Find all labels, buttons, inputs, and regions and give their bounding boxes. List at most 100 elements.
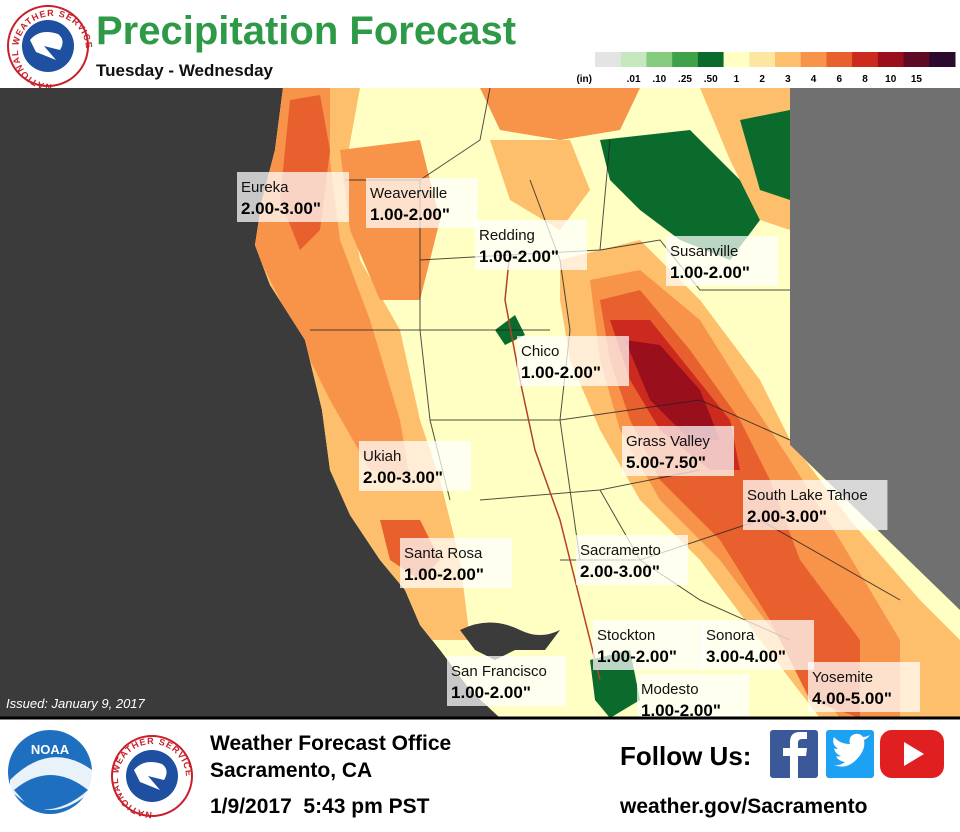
- city-name: Susanville: [670, 243, 738, 260]
- city-amount: 2.00-3.00": [580, 562, 660, 581]
- office-name: Weather Forecast Office: [210, 732, 451, 755]
- city-labels: Eureka2.00-3.00"Weaverville1.00-2.00"Red…: [237, 172, 920, 724]
- city-box: [666, 236, 778, 286]
- legend-swatch: [723, 52, 750, 67]
- legend-label: 2: [759, 74, 765, 85]
- follow-us: Follow Us:: [620, 741, 751, 771]
- legend-swatch: [852, 52, 879, 67]
- city-label: Chico 1.00-2.00": [517, 336, 629, 386]
- issued-date: Issued: January 9, 2017: [6, 696, 146, 711]
- city-amount: 1.00-2.00": [521, 363, 601, 382]
- city-amount: 1.00-2.00": [479, 247, 559, 266]
- city-name: Santa Rosa: [404, 545, 483, 562]
- legend-swatch: [697, 52, 725, 67]
- city-box: [702, 620, 814, 670]
- legend-swatch: [826, 52, 853, 67]
- city-name: Grass Valley: [626, 433, 710, 450]
- city-label: Sacramento 2.00-3.00": [576, 535, 688, 585]
- legend-swatch: [800, 52, 827, 67]
- city-label: Ukiah 2.00-3.00": [359, 441, 471, 491]
- city-box: [475, 220, 587, 270]
- city-box: [400, 538, 512, 588]
- noaa-text: NOAA: [31, 742, 70, 757]
- legend-label: 6: [837, 74, 843, 85]
- legend-unit: (in): [576, 74, 592, 85]
- city-label: South Lake Tahoe 2.00-3.00": [743, 480, 888, 530]
- nws-logo-footer: NATIONAL WEATHER SERVICE: [110, 735, 193, 820]
- legend-label: 1: [734, 74, 740, 85]
- city-box: [622, 426, 734, 476]
- legend-swatch: [749, 52, 776, 67]
- legend-label: .10: [652, 74, 666, 85]
- legend-swatch: [620, 52, 647, 67]
- city-amount: 2.00-3.00": [747, 507, 827, 526]
- city-amount: 1.00-2.00": [670, 263, 750, 282]
- issue-time: 1/9/2017 5:43 pm PST: [210, 795, 430, 818]
- city-amount: 5.00-7.50": [626, 453, 706, 472]
- city-name: Modesto: [641, 681, 699, 698]
- city-box: [447, 656, 567, 706]
- city-label: Santa Rosa 1.00-2.00": [400, 538, 512, 588]
- city-amount: 3.00-4.00": [706, 647, 786, 666]
- city-label: San Francisco 1.00-2.00": [447, 656, 567, 706]
- city-box: [593, 620, 705, 670]
- legend-label: 15: [911, 74, 923, 85]
- legend-label: .01: [627, 74, 641, 85]
- youtube-icon[interactable]: [880, 730, 944, 778]
- city-name: Eureka: [241, 179, 289, 196]
- city-label: Eureka 2.00-3.00": [237, 172, 349, 222]
- city-amount: 1.00-2.00": [404, 565, 484, 584]
- city-amount: 1.00-2.00": [641, 701, 721, 720]
- city-label: Susanville 1.00-2.00": [666, 236, 778, 286]
- city-name: San Francisco: [451, 663, 547, 680]
- city-name: Sacramento: [580, 542, 661, 559]
- legend-swatch: [903, 52, 930, 67]
- city-name: Weaverville: [370, 185, 447, 202]
- legend-swatch: [595, 52, 622, 67]
- city-name: Sonora: [706, 627, 755, 644]
- legend-swatch: [646, 52, 673, 67]
- city-label: Stockton 1.00-2.00": [593, 620, 705, 670]
- city-box: [366, 178, 478, 228]
- twitter-icon[interactable]: [826, 730, 874, 778]
- city-box: [576, 535, 688, 585]
- city-box: [743, 480, 888, 530]
- legend-label: .25: [678, 74, 692, 85]
- city-amount: 4.00-5.00": [812, 689, 892, 708]
- city-name: South Lake Tahoe: [747, 487, 868, 504]
- facebook-icon[interactable]: [770, 730, 818, 778]
- subtitle: Tuesday - Wednesday: [96, 61, 274, 80]
- map: Eureka2.00-3.00"Weaverville1.00-2.00"Red…: [0, 87, 960, 724]
- city-amount: 1.00-2.00": [597, 647, 677, 666]
- city-label: Redding 1.00-2.00": [475, 220, 587, 270]
- bay: [460, 622, 560, 660]
- legend-label: 8: [862, 74, 868, 85]
- nws-logo: NATIONAL WEATHER SERVICE: [7, 5, 93, 92]
- legend-label: 3: [785, 74, 791, 85]
- city-label: Modesto 1.00-2.00": [637, 674, 749, 724]
- city-amount: 2.00-3.00": [363, 468, 443, 487]
- website-url: weather.gov/Sacramento: [619, 795, 867, 818]
- city-box: [637, 674, 749, 724]
- city-name: Ukiah: [363, 448, 401, 465]
- city-box: [237, 172, 349, 222]
- city-label: Yosemite 4.00-5.00": [808, 662, 920, 712]
- city-label: Grass Valley 5.00-7.50": [622, 426, 734, 476]
- legend-label: 10: [885, 74, 897, 85]
- legend-swatch: [775, 52, 802, 67]
- city-label: Sonora 3.00-4.00": [702, 620, 814, 670]
- city-box: [359, 441, 471, 491]
- city-name: Redding: [479, 227, 535, 244]
- city-box: [517, 336, 629, 386]
- city-box: [808, 662, 920, 712]
- city-amount: 1.00-2.00": [370, 205, 450, 224]
- legend: (in) .01 .10 .25 .50 1 2 3 4 6 8 10 15: [576, 52, 956, 85]
- legend-swatch: [929, 52, 956, 67]
- city-name: Chico: [521, 343, 559, 360]
- city-amount: 1.00-2.00": [451, 683, 531, 702]
- highway: [504, 249, 601, 681]
- title: Precipitation Forecast: [96, 9, 516, 53]
- legend-label: .50: [704, 74, 718, 85]
- legend-label: 4: [811, 74, 817, 85]
